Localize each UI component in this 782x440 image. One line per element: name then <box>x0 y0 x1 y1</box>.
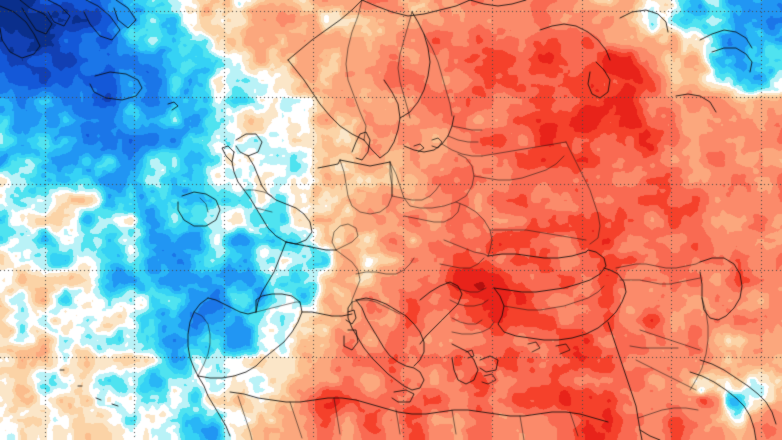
anomaly-heatmap-canvas <box>0 0 782 440</box>
temperature-anomaly-map <box>0 0 782 440</box>
